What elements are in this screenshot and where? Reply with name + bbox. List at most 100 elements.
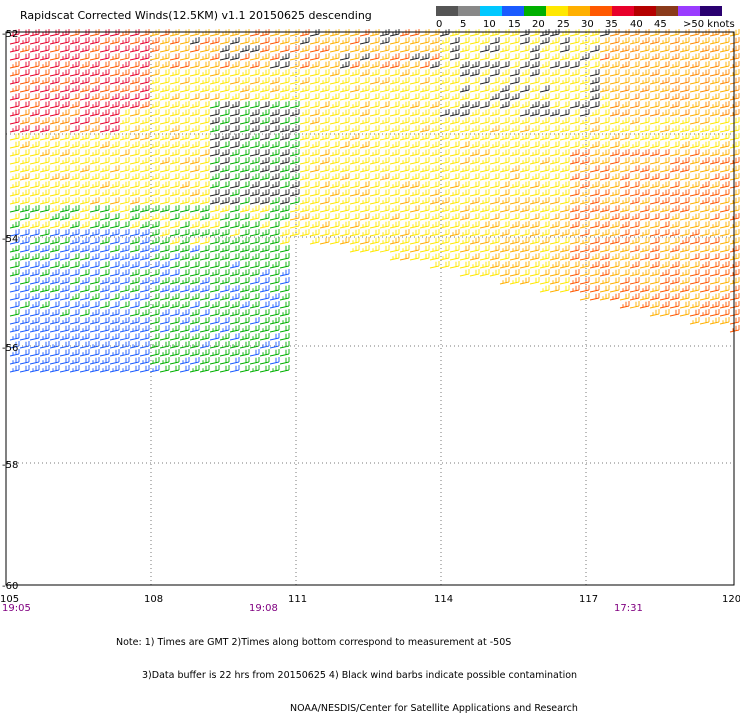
wind-barb [139,237,150,245]
wind-barb [299,69,310,77]
wind-barb [479,117,490,125]
wind-barb [339,149,350,157]
wind-barb [149,237,160,245]
wind-barb [199,229,210,237]
wind-barb [379,37,390,45]
wind-barb [259,277,270,285]
wind-barb [419,205,430,213]
wind-barb [149,77,160,85]
wind-barb [639,141,650,149]
wind-barb [159,141,170,149]
wind-barb [109,93,120,101]
wind-barb [609,261,620,269]
wind-map: -52 -54 -56 -58 -60 105 108 111 114 117 … [0,29,740,614]
wind-barb [119,45,130,53]
wind-barb [249,269,260,277]
wind-barb [649,309,660,317]
wind-barb [19,309,30,317]
wind-barb [229,317,240,325]
wind-barb [209,109,220,117]
wind-barb [329,165,340,173]
wind-barb [299,109,310,117]
lat-lon-grid [6,32,734,585]
wind-barb [669,189,680,197]
wind-barb [619,61,630,69]
wind-barb [9,197,20,205]
wind-barb [99,173,110,181]
wind-barb [209,341,220,349]
wind-barb [589,149,600,157]
wind-barb [239,181,250,189]
wind-barb [409,125,420,133]
wind-barb [539,117,550,125]
wind-barb [719,141,730,149]
wind-barb [269,341,280,349]
wind-barb [79,149,90,157]
wind-barb [409,53,420,61]
wind-barb [369,125,380,133]
legend-label-50-knots: >50 knots [683,19,735,30]
wind-barb [589,157,600,165]
wind-barb [569,93,580,101]
wind-barb [19,229,30,237]
wind-barb [29,229,40,237]
wind-barb [649,253,660,261]
wind-barb [149,189,160,197]
wind-barb [309,149,320,157]
wind-barb [659,165,670,173]
wind-barb [339,221,350,229]
wind-barb [489,253,500,261]
wind-barb [89,213,100,221]
wind-barb [49,53,60,61]
wind-barb [649,93,660,101]
wind-barb [479,85,490,93]
wind-barb [289,37,300,45]
wind-barb [609,117,620,125]
wind-barb [19,173,30,181]
wind-barb [469,165,480,173]
wind-barb [709,125,720,133]
wind-barb [229,357,240,365]
wind-barb [579,61,590,69]
wind-barb [619,197,630,205]
wind-barb [689,45,700,53]
wind-barb [259,165,270,173]
wind-barb [389,85,400,93]
wind-barb [159,53,170,61]
wind-barb [359,117,370,125]
wind-barb [49,357,60,365]
wind-barb [159,229,170,237]
wind-barb [99,269,110,277]
wind-barb [129,181,140,189]
wind-barb [209,85,220,93]
wind-barb [69,117,80,125]
wind-barb [529,125,540,133]
wind-barb [39,165,50,173]
wind-barb [439,173,450,181]
wind-barb [439,157,450,165]
wind-barb [549,261,560,269]
wind-barb [49,157,60,165]
wind-barb [319,165,330,173]
wind-barb [459,53,470,61]
wind-barb [129,365,140,373]
wind-barb [109,253,120,261]
wind-barb [159,349,170,357]
wind-barb [709,317,720,325]
wind-barb [209,157,220,165]
wind-barb [169,125,180,133]
wind-barb [329,85,340,93]
wind-barb [599,77,610,85]
wind-barb [669,253,680,261]
wind-barb [109,165,120,173]
wind-barb [399,133,410,141]
wind-barb [89,237,100,245]
wind-barb [559,285,570,293]
wind-barb [659,149,670,157]
wind-barb [589,61,600,69]
wind-barb [119,189,130,197]
wind-barb [279,45,290,53]
wind-barb [429,85,440,93]
wind-barb [279,37,290,45]
wind-barb [409,237,420,245]
